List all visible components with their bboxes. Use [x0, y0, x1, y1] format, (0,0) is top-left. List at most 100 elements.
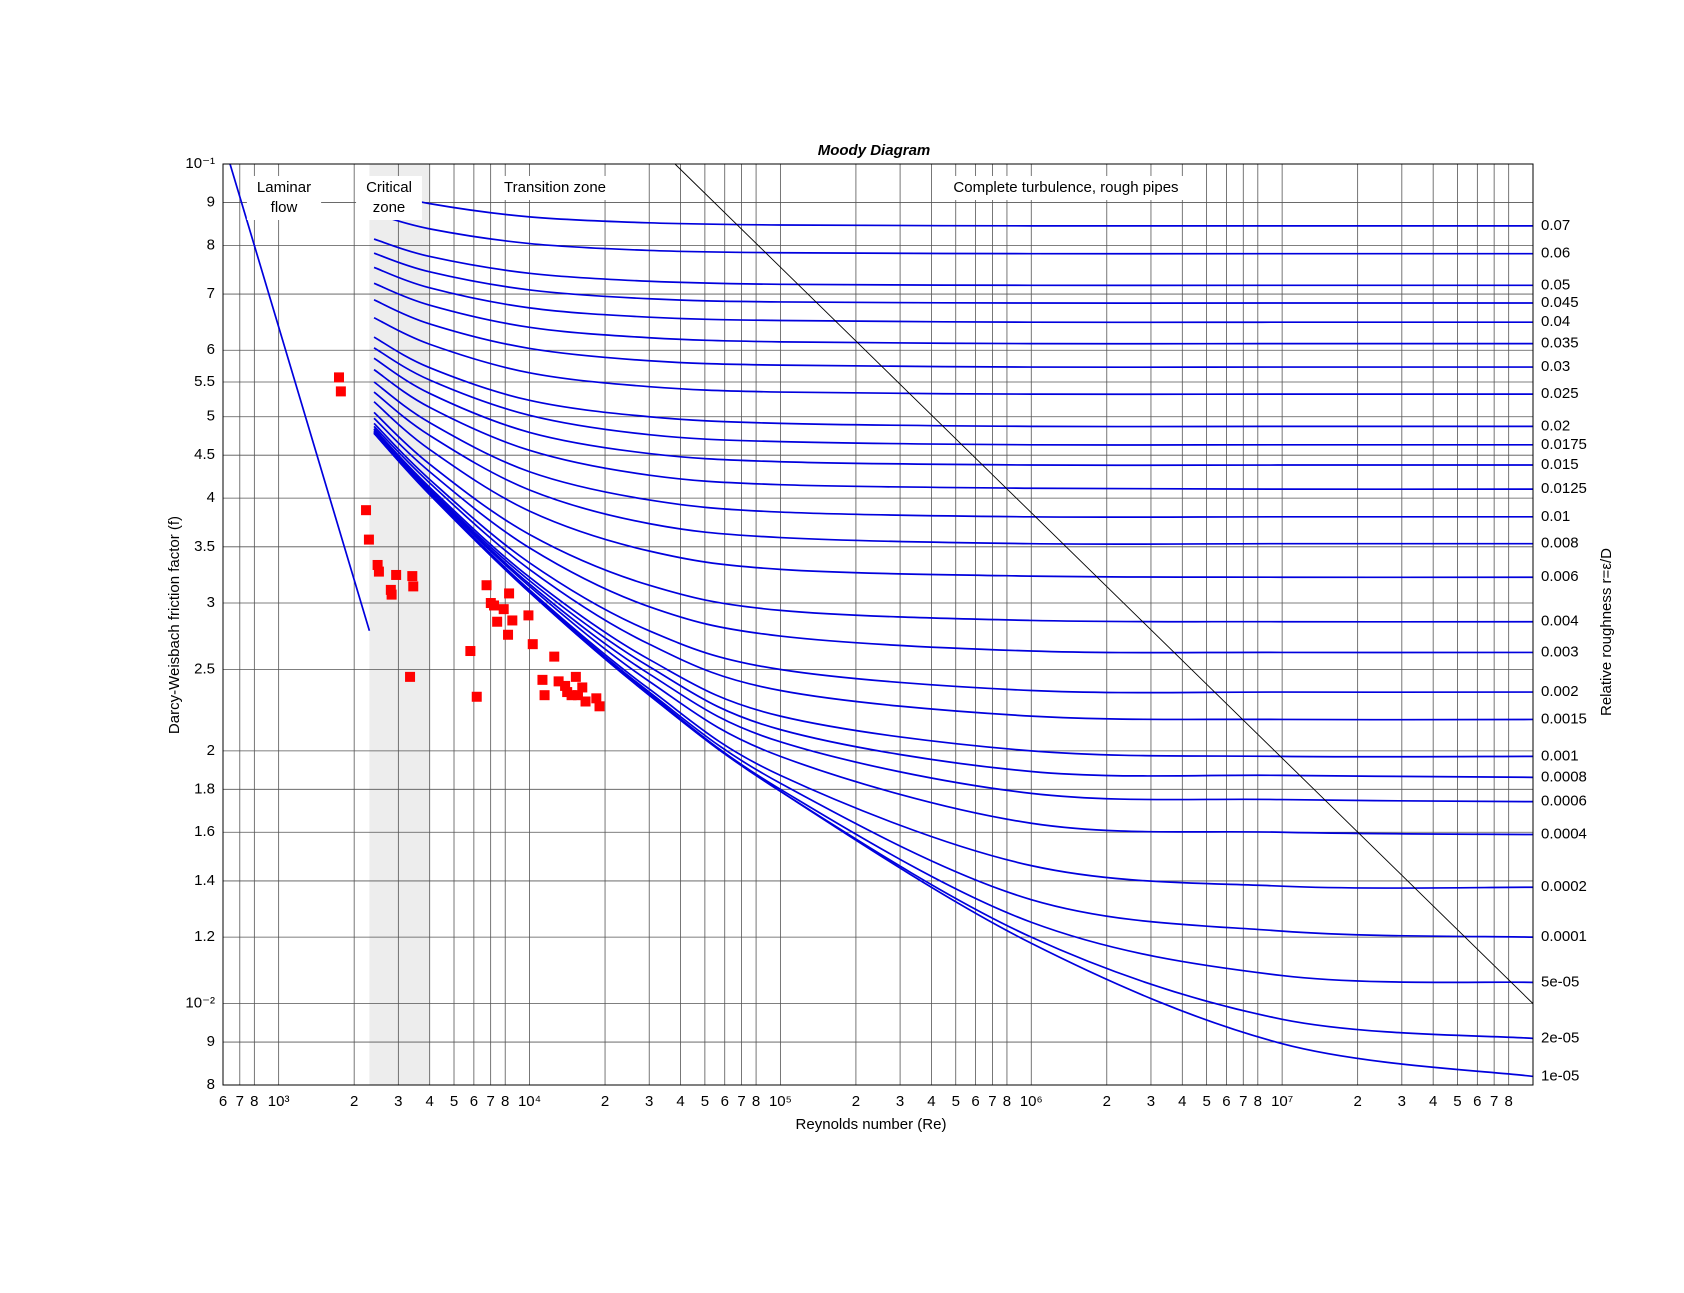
y-tick-label: 8 [207, 1076, 215, 1093]
curve [674, 163, 1534, 1004]
data-point [481, 580, 492, 591]
plot-over [334, 372, 605, 712]
y-tick-label: 1.8 [194, 780, 215, 797]
x-tick-label: 10⁴ [518, 1093, 541, 1110]
y-tick-label: 7 [207, 285, 215, 302]
roughness-label: 0.0002 [1541, 878, 1587, 895]
y-tick-label: 3 [207, 594, 215, 611]
y-tick-label: 1.4 [194, 872, 215, 889]
curve [373, 252, 1534, 304]
data-point [591, 693, 602, 704]
x-tick-label: 10³ [268, 1093, 290, 1110]
data-point [407, 571, 418, 582]
roughness-label: 0.05 [1541, 276, 1570, 293]
curve [373, 431, 1534, 836]
y-tick-label: 3.5 [194, 538, 215, 555]
x-tick-label: 8 [501, 1093, 509, 1110]
data-point [537, 674, 548, 685]
lines [229, 163, 1534, 1078]
data-point [504, 588, 515, 599]
roughness-label: 0.006 [1541, 568, 1579, 585]
roughness-label: 0.0001 [1541, 928, 1587, 945]
x-tick-label: 6 [470, 1093, 478, 1110]
curve [373, 411, 1534, 623]
y-tick-label: 9 [207, 1033, 215, 1050]
data-point [498, 604, 509, 615]
curve [373, 428, 1534, 779]
data-point [335, 386, 346, 397]
x-tick-label: 8 [752, 1093, 760, 1110]
curve [373, 422, 1534, 694]
plot-under [369, 164, 430, 1085]
annotation: Transition zone [494, 176, 616, 200]
data-point [577, 682, 588, 693]
curve [373, 425, 1534, 721]
y-tick-label: 2.5 [194, 660, 215, 677]
y-tick-label: 6 [207, 341, 215, 358]
x-tick-label: 7 [1490, 1093, 1498, 1110]
curve [373, 238, 1533, 287]
roughness-label: 0.0015 [1541, 710, 1587, 727]
x-tick-label: 3 [1147, 1093, 1155, 1110]
data-point [507, 615, 518, 626]
annotation-text: zone [373, 199, 406, 216]
data-point [391, 569, 402, 580]
curve [373, 266, 1533, 324]
x-tick-label: 8 [1254, 1093, 1262, 1110]
y-tick-label: 5.5 [194, 373, 215, 390]
annotation-box [943, 176, 1189, 200]
roughness-label: 0.0004 [1541, 826, 1587, 843]
data-point [594, 701, 605, 712]
y2-axis-label: Relative roughness r=ε/D [1598, 548, 1615, 716]
roughness-label: 0.001 [1541, 747, 1579, 764]
curve [373, 299, 1533, 369]
roughness-label: 0.0175 [1541, 436, 1587, 453]
data-point [334, 372, 345, 383]
curve [373, 316, 1533, 396]
roughness-label: 0.0008 [1541, 768, 1587, 785]
annotation-box [356, 176, 422, 220]
x-tick-label: 4 [1429, 1093, 1437, 1110]
data-point [560, 680, 571, 691]
x-tick-label: 7 [486, 1093, 494, 1110]
roughness-label: 0.07 [1541, 217, 1570, 234]
roughness-label: 0.0125 [1541, 480, 1587, 497]
roughness-label: 0.04 [1541, 313, 1570, 330]
data-point [363, 534, 374, 545]
x-tick-label: 5 [450, 1093, 458, 1110]
x-tick-label: 4 [676, 1093, 684, 1110]
roughness-label: 0.008 [1541, 535, 1579, 552]
y-tick-label: 5 [207, 408, 215, 425]
curve [373, 430, 1534, 803]
data-point [539, 690, 550, 701]
roughness-label: 0.06 [1541, 245, 1570, 262]
curve [373, 336, 1533, 428]
curve [373, 282, 1533, 345]
x-tick-label: 2 [350, 1093, 358, 1110]
roughness-label: 0.045 [1541, 294, 1579, 311]
x-tick-label: 8 [1003, 1093, 1011, 1110]
curve [229, 163, 371, 632]
x-tick-label: 3 [394, 1093, 402, 1110]
roughness-label: 0.0006 [1541, 793, 1587, 810]
x-tick-label: 7 [737, 1093, 745, 1110]
curve [373, 428, 1534, 758]
annotation-text: Laminar [257, 179, 311, 196]
data-point [471, 691, 482, 702]
y-tick-label: 1.2 [194, 928, 215, 945]
x-tick-label: 6 [971, 1093, 979, 1110]
roughness-label: 0.015 [1541, 456, 1579, 473]
data-point [492, 616, 503, 627]
x-tick-label: 7 [236, 1093, 244, 1110]
data-point [386, 589, 397, 600]
x-axis-label: Reynolds number (Re) [796, 1116, 947, 1133]
y-tick-label: 4.5 [194, 446, 215, 463]
annotation-box [246, 176, 322, 220]
roughness-label: 0.035 [1541, 335, 1579, 352]
data-point [580, 696, 591, 707]
y-tick-label: 4 [207, 489, 215, 506]
x-tick-label: 7 [988, 1093, 996, 1110]
x-tick-label: 7 [1239, 1093, 1247, 1110]
data-point [523, 610, 534, 621]
data-point [489, 600, 500, 611]
